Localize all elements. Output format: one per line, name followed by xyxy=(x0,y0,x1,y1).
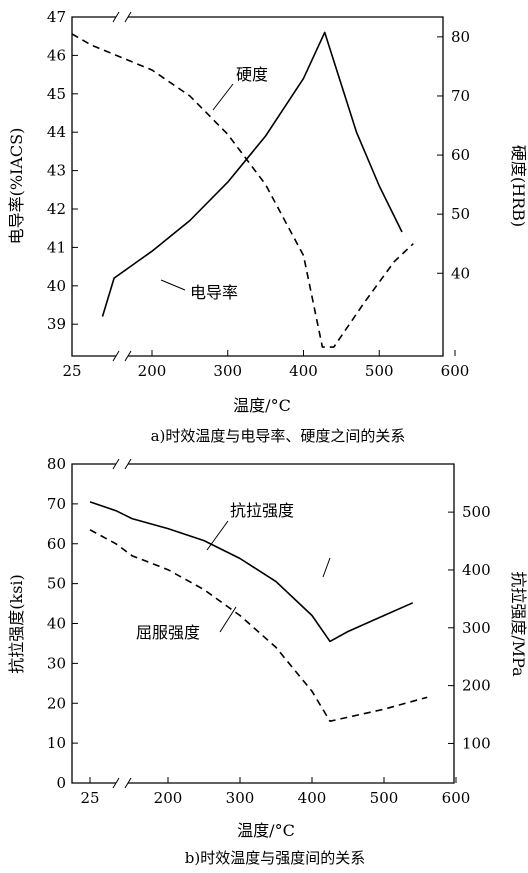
left-y-tick-label: 46 xyxy=(47,46,66,64)
chart-b: 25 200 300 400 500 600 0 10 20 30 40 50 60 70 80 100 2… xyxy=(7,455,528,867)
series-line-dashed xyxy=(71,33,414,348)
left-y-tick-label: 40 xyxy=(47,615,66,633)
left-y-tick-label: 44 xyxy=(47,123,66,141)
chart-a-right-y-ticks: 40 50 60 70 80 xyxy=(437,28,470,282)
right-y-tick-label: 40 xyxy=(451,264,470,282)
left-y-tick-label: 60 xyxy=(47,535,66,553)
series-line-dashed xyxy=(89,529,428,722)
chart-b-caption: b)时效温度与强度间的关系 xyxy=(185,849,365,867)
series-line-solid xyxy=(101,31,403,317)
yield-leader-line xyxy=(219,606,237,633)
left-y-tick-label: 43 xyxy=(47,162,66,180)
left-y-tick-label: 30 xyxy=(47,654,66,672)
left-y-tick-label: 45 xyxy=(47,85,66,103)
chart-a-x-axis-label: 温度/°C xyxy=(233,396,291,415)
chart-a-x-ticks: 25 200 300 400 500 600 xyxy=(62,350,469,380)
x-tick-label: 200 xyxy=(138,362,167,380)
chart-a-bottom-break-mark xyxy=(112,350,132,362)
left-y-tick-label: 70 xyxy=(47,495,66,513)
right-y-tick-label: 500 xyxy=(462,503,491,521)
chart-b-right-y-ticks: 100 200 300 400 500 xyxy=(448,503,491,752)
chart-a-right-y-axis-label: 硬度(HRB) xyxy=(509,145,528,227)
right-y-tick-label: 60 xyxy=(451,146,470,164)
left-y-tick-label: 42 xyxy=(47,200,66,218)
x-tick-label: 300 xyxy=(226,789,255,807)
right-y-tick-label: 300 xyxy=(462,619,491,637)
chart-a-left-y-ticks: 39 40 41 42 43 44 45 46 47 xyxy=(47,8,78,333)
x-tick-label: 25 xyxy=(62,362,81,380)
chart-b-bottom-break-mark xyxy=(112,777,132,789)
conductivity-leader-line xyxy=(160,279,186,291)
chart-a: 25 200 300 400 500 600 39 40 41 42 43 44 45 46 47 40 5… xyxy=(7,8,528,445)
tensile-annotation: 抗拉强度 xyxy=(230,501,294,520)
chart-b-top-break-mark xyxy=(112,458,132,470)
right-y-tick-label: 80 xyxy=(451,28,470,46)
x-tick-label: 500 xyxy=(365,362,394,380)
left-y-tick-label: 20 xyxy=(47,694,66,712)
right-y-tick-label: 50 xyxy=(451,205,470,223)
left-y-tick-label: 10 xyxy=(47,734,66,752)
tensile-min-tick xyxy=(322,557,331,578)
chart-a-series xyxy=(71,31,414,348)
right-y-tick-label: 100 xyxy=(462,734,491,752)
left-y-tick-label: 39 xyxy=(47,315,66,333)
chart-b-x-ticks: 25 200 300 400 500 600 xyxy=(80,777,470,807)
right-y-tick-label: 400 xyxy=(462,561,491,579)
chart-b-left-y-ticks: 0 10 20 30 40 50 60 70 80 xyxy=(47,455,78,792)
x-tick-label: 200 xyxy=(154,789,183,807)
left-y-tick-label: 80 xyxy=(47,455,66,473)
x-tick-label: 25 xyxy=(80,789,99,807)
x-tick-label: 500 xyxy=(370,789,399,807)
chart-b-right-y-axis-label: 抗拉强度/MPa xyxy=(509,571,528,677)
x-tick-label: 300 xyxy=(213,362,242,380)
left-y-tick-label: 47 xyxy=(47,8,66,26)
x-tick-label: 600 xyxy=(442,789,471,807)
hardness-annotation: 硬度 xyxy=(236,65,268,84)
chart-a-caption: a)时效温度与电导率、硬度之间的关系 xyxy=(151,427,406,445)
tensile-leader-line xyxy=(206,520,229,551)
left-y-tick-label: 0 xyxy=(56,774,66,792)
chart-b-series xyxy=(89,501,428,722)
yield-annotation: 屈服强度 xyxy=(136,623,200,642)
chart-b-x-axis-label: 温度/°C xyxy=(237,821,295,840)
hardness-leader-line xyxy=(212,83,234,111)
right-y-tick-label: 70 xyxy=(451,87,470,105)
x-tick-label: 400 xyxy=(298,789,327,807)
right-y-tick-label: 200 xyxy=(462,677,491,695)
left-y-tick-label: 50 xyxy=(47,575,66,593)
chart-a-axes-frame xyxy=(71,16,444,357)
chart-b-left-y-axis-label: 抗拉强度(ksi) xyxy=(7,574,26,674)
x-tick-label: 600 xyxy=(441,362,470,380)
x-tick-label: 400 xyxy=(289,362,318,380)
conductivity-annotation: 电导率 xyxy=(190,283,238,302)
series-line-solid xyxy=(89,501,414,643)
left-y-tick-label: 41 xyxy=(47,238,66,256)
chart-a-left-y-axis-label: 电导率(%IACS) xyxy=(7,128,26,245)
chart-a-top-break-mark xyxy=(112,11,132,23)
left-y-tick-label: 40 xyxy=(47,277,66,295)
